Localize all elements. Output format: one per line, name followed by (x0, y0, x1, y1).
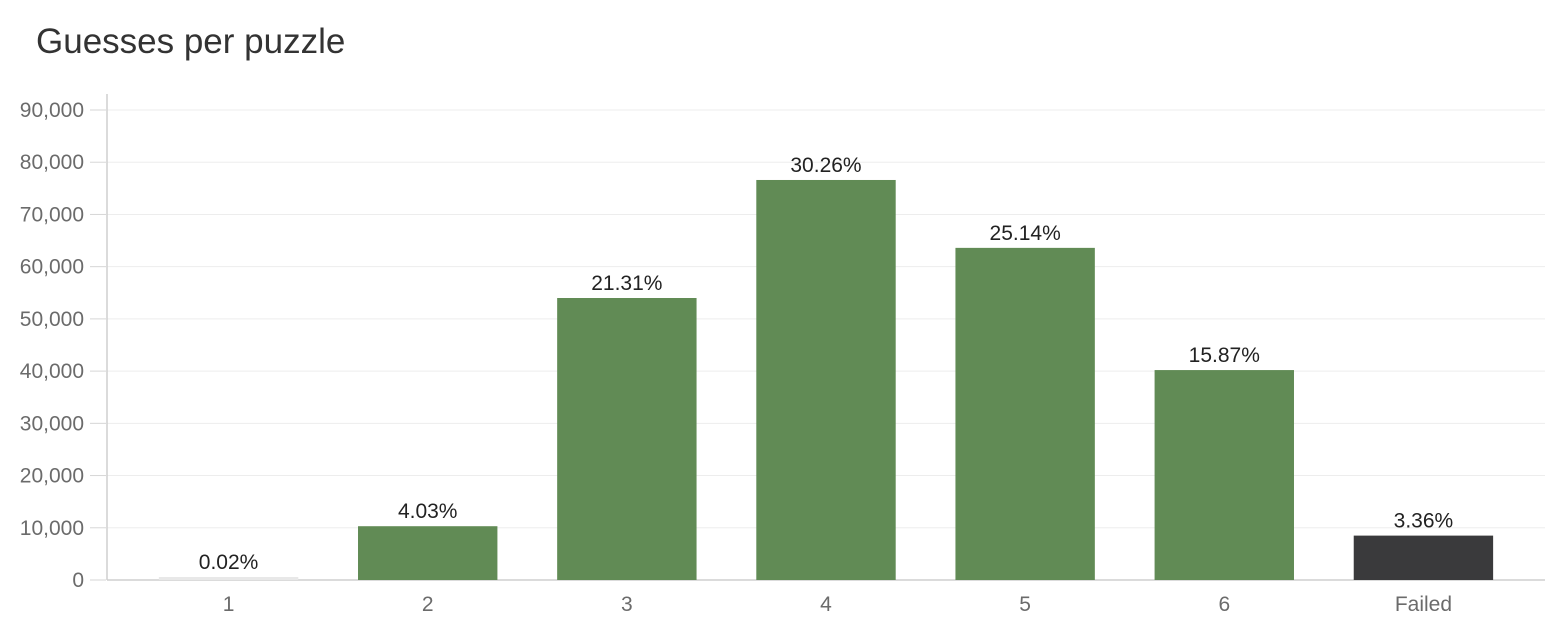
x-tick-label-1: 1 (223, 593, 235, 616)
y-tick-label: 80,000 (20, 151, 84, 174)
y-tick-label: 30,000 (20, 412, 84, 435)
y-tick-label: 10,000 (20, 517, 84, 540)
y-tick-label: 20,000 (20, 465, 84, 488)
y-tick-label: 60,000 (20, 256, 84, 279)
x-axis-ticks: 1 2 3 4 5 6 Failed (223, 593, 1452, 616)
bar-failed (1353, 535, 1494, 580)
y-axis-ticks: 0 10,000 20,000 30,000 40,000 50,000 60,000 70,… (20, 99, 106, 592)
bar-4 (756, 179, 896, 580)
x-tick-label-2: 2 (422, 593, 434, 616)
data-labels: 0.02% 4.03% 21.31% 30.26% 25.14% 15.87% 3.36% (199, 154, 1453, 574)
y-tick-label: 0 (72, 569, 84, 592)
x-tick-label-4: 4 (820, 593, 832, 616)
chart-title: Guesses per puzzle (36, 22, 346, 61)
data-label-6: 15.87% (1189, 344, 1260, 367)
x-tick-label-failed: Failed (1395, 593, 1452, 616)
y-tick-label: 90,000 (20, 99, 84, 122)
y-tick-label: 50,000 (20, 308, 84, 331)
data-label-5: 25.14% (990, 222, 1061, 245)
x-tick-label-6: 6 (1218, 593, 1230, 616)
data-label-3: 21.31% (591, 272, 662, 295)
x-tick-label-3: 3 (621, 593, 633, 616)
bar-5 (955, 247, 1095, 580)
x-tick-label-5: 5 (1019, 593, 1031, 616)
data-label-4: 30.26% (790, 154, 861, 177)
bar-3 (557, 298, 697, 580)
data-label-1: 0.02% (199, 551, 259, 574)
data-label-2: 4.03% (398, 500, 458, 523)
bar-6 (1154, 370, 1294, 580)
y-tick-label: 40,000 (20, 360, 84, 383)
bar-2 (358, 526, 498, 580)
bars (158, 179, 1494, 580)
data-label-failed: 3.36% (1394, 510, 1454, 533)
y-tick-label: 70,000 (20, 203, 84, 226)
bar-1 (158, 577, 299, 580)
